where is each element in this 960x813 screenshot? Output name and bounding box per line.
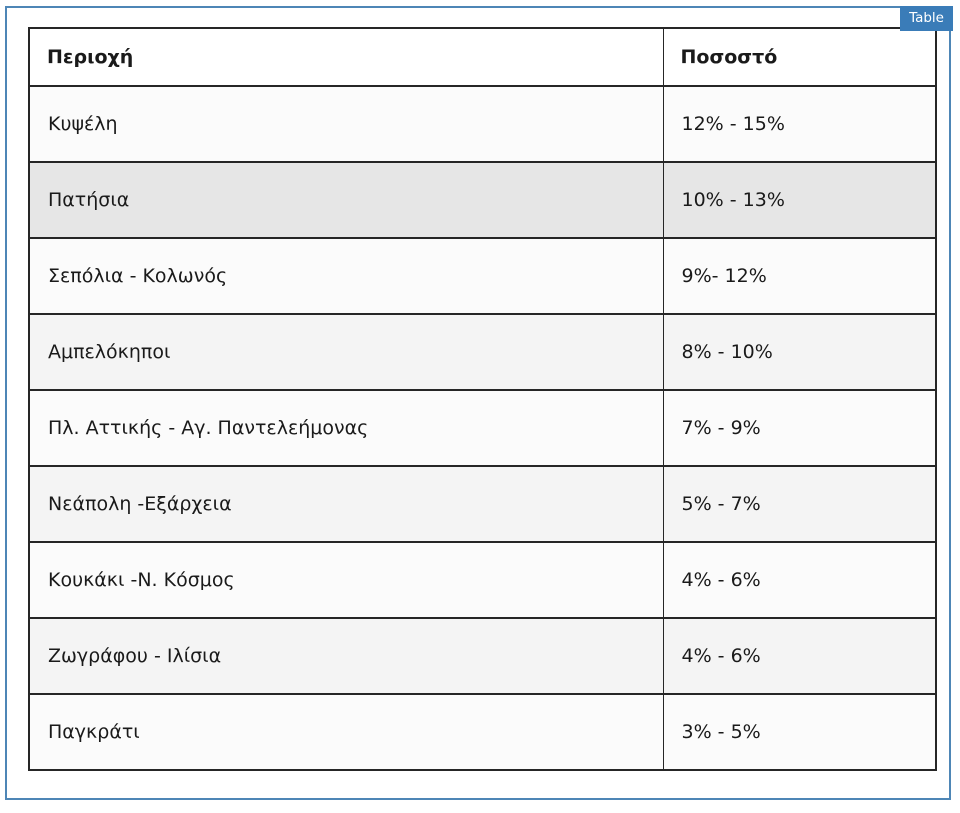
percent-cell: 12% - 15% bbox=[662, 85, 937, 163]
table-header-row: Περιοχή Ποσοστό bbox=[28, 27, 937, 87]
annotation-table-tag[interactable]: Table bbox=[900, 6, 953, 31]
percent-cell: 3% - 5% bbox=[662, 693, 937, 771]
region-cell: Πατήσια bbox=[28, 161, 664, 239]
percent-cell: 8% - 10% bbox=[662, 313, 937, 391]
table-row: Αμπελόκηποι 8% - 10% bbox=[28, 313, 937, 391]
percent-cell: 7% - 9% bbox=[662, 389, 937, 467]
table-row: Σεπόλια - Κολωνός 9%- 12% bbox=[28, 237, 937, 315]
table-row: Κουκάκι -Ν. Κόσμος 4% - 6% bbox=[28, 541, 937, 619]
region-cell: Ζωγράφου - Ιλίσια bbox=[28, 617, 664, 695]
region-cell: Πλ. Αττικής - Αγ. Παντελεήμονας bbox=[28, 389, 664, 467]
percent-cell: 4% - 6% bbox=[662, 541, 937, 619]
region-cell: Κυψέλη bbox=[28, 85, 664, 163]
document-table-container: Περιοχή Ποσοστό Κυψέλη 12% - 15% Πατήσια… bbox=[28, 27, 937, 771]
region-cell: Νεάπολη -Εξάρχεια bbox=[28, 465, 664, 543]
region-cell: Παγκράτι bbox=[28, 693, 664, 771]
region-cell: Σεπόλια - Κολωνός bbox=[28, 237, 664, 315]
percent-cell: 4% - 6% bbox=[662, 617, 937, 695]
region-cell: Αμπελόκηποι bbox=[28, 313, 664, 391]
percent-cell: 5% - 7% bbox=[662, 465, 937, 543]
regions-percentage-table: Περιοχή Ποσοστό Κυψέλη 12% - 15% Πατήσια… bbox=[28, 27, 937, 771]
percent-cell: 9%- 12% bbox=[662, 237, 937, 315]
table-row: Νεάπολη -Εξάρχεια 5% - 7% bbox=[28, 465, 937, 543]
column-header-percent: Ποσοστό bbox=[662, 27, 937, 87]
table-row: Ζωγράφου - Ιλίσια 4% - 6% bbox=[28, 617, 937, 695]
column-header-region: Περιοχή bbox=[28, 27, 664, 87]
table-row: Παγκράτι 3% - 5% bbox=[28, 693, 937, 771]
region-cell: Κουκάκι -Ν. Κόσμος bbox=[28, 541, 664, 619]
table-row: Κυψέλη 12% - 15% bbox=[28, 85, 937, 163]
table-row: Πλ. Αττικής - Αγ. Παντελεήμονας 7% - 9% bbox=[28, 389, 937, 467]
table-row: Πατήσια 10% - 13% bbox=[28, 161, 937, 239]
percent-cell: 10% - 13% bbox=[662, 161, 937, 239]
